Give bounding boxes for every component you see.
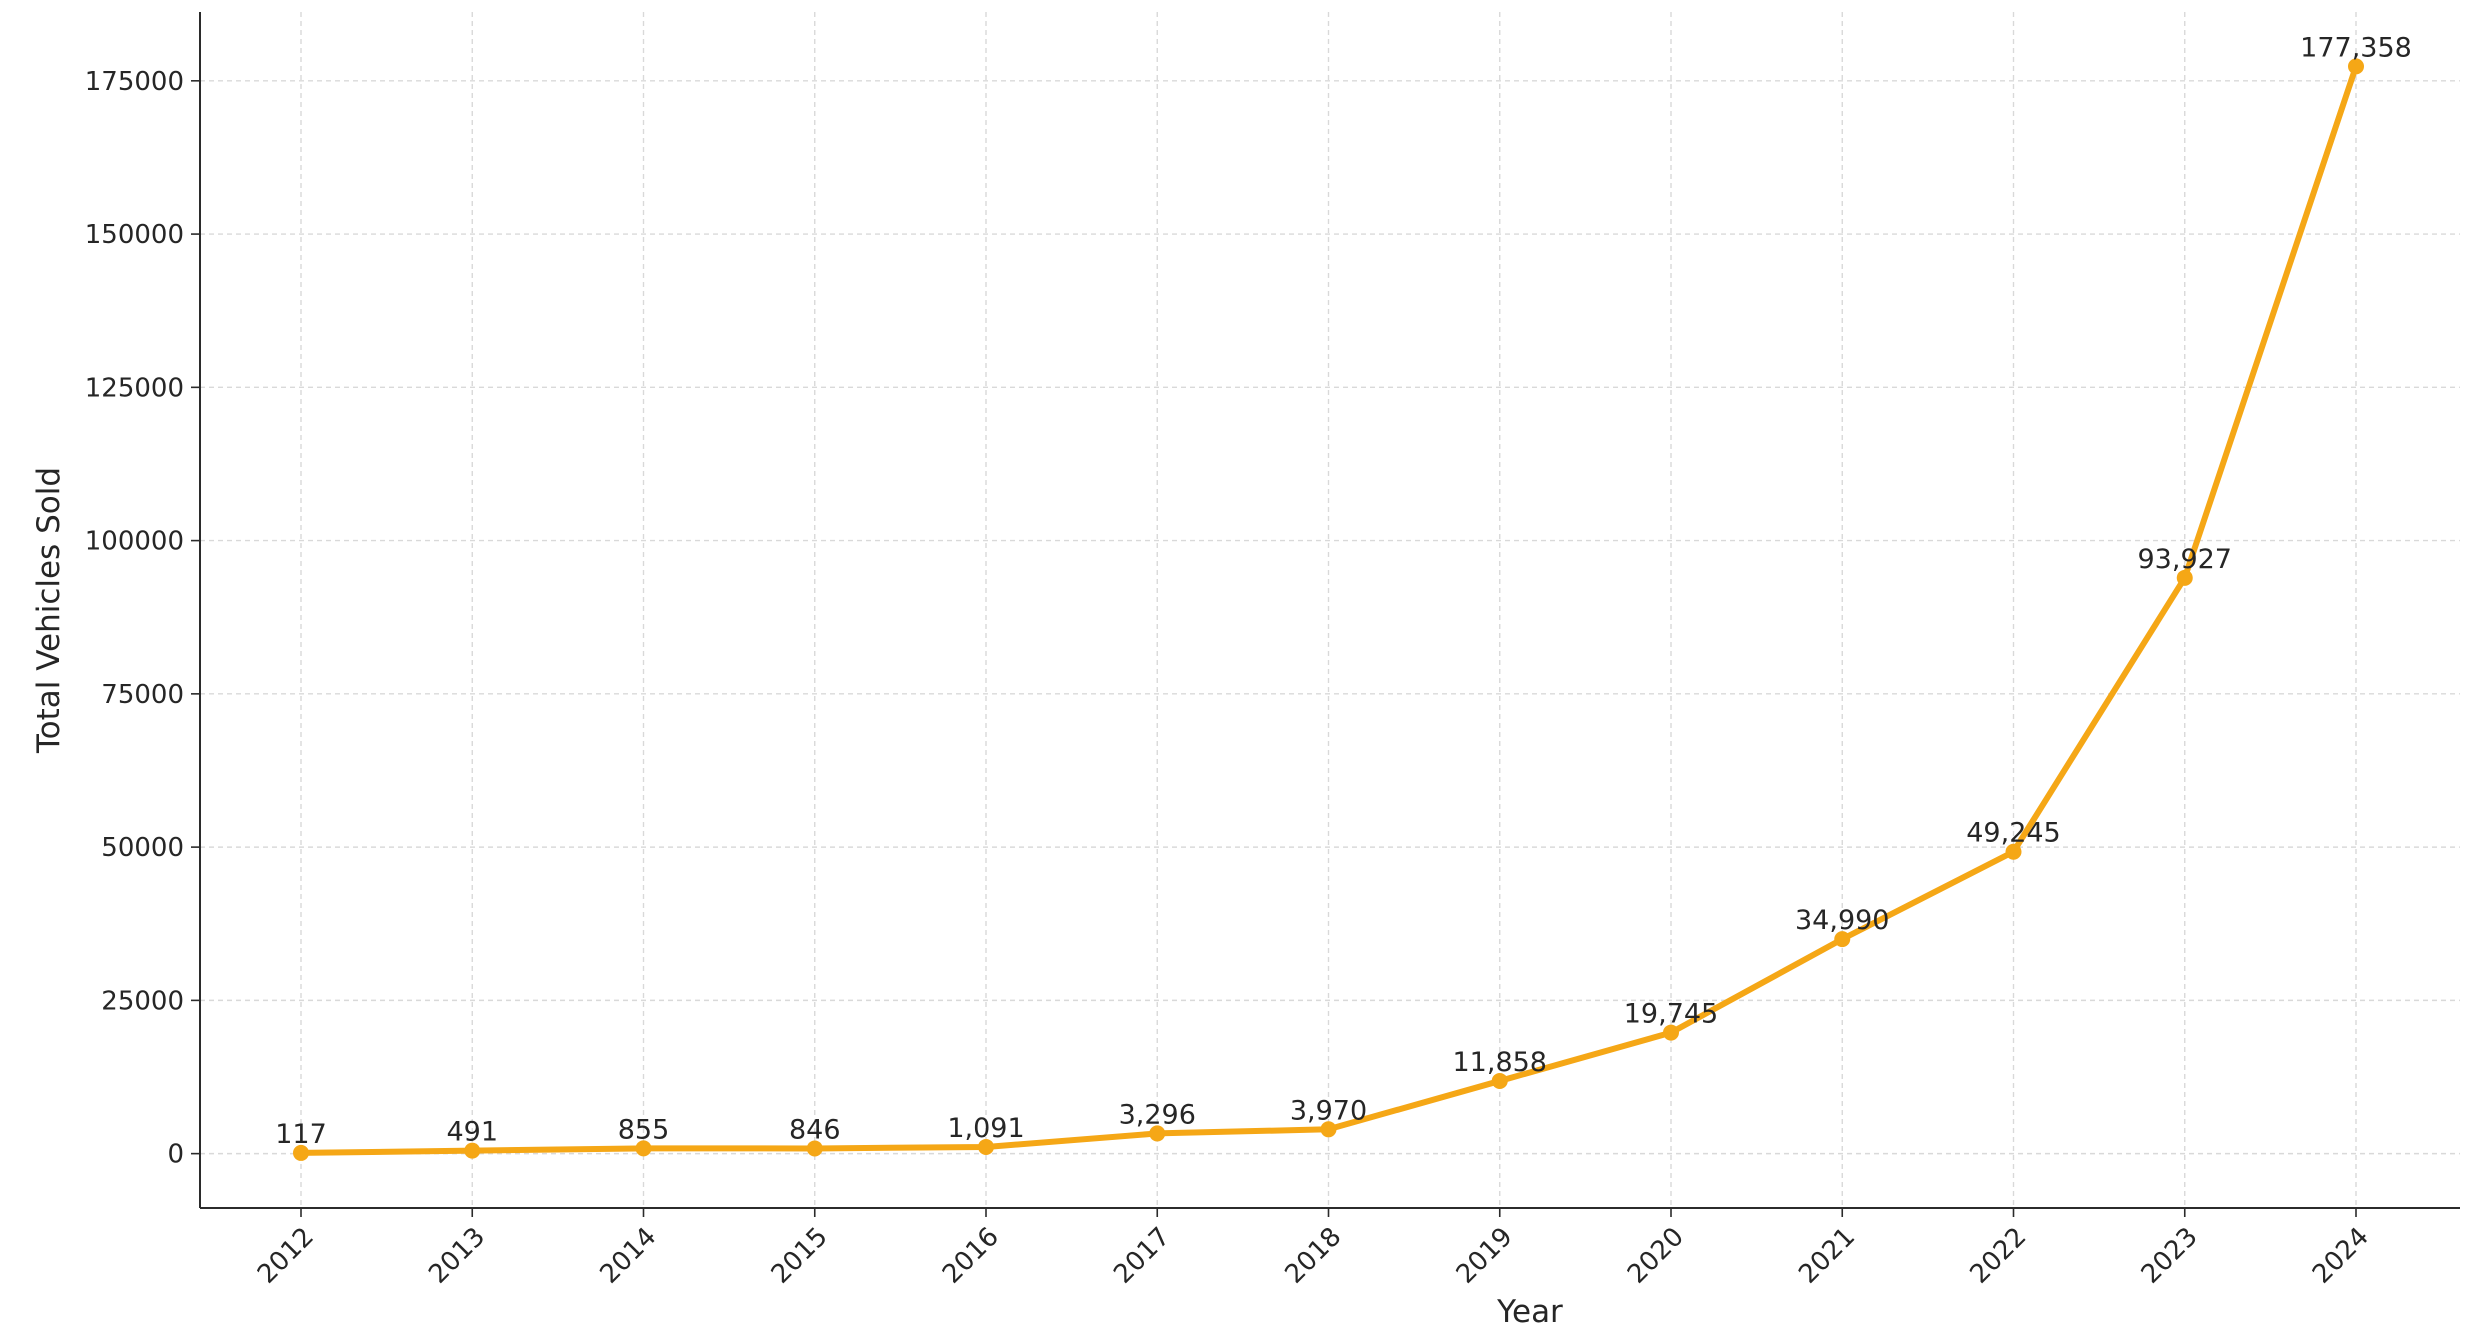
x-tick-label: 2022 bbox=[1964, 1222, 2032, 1290]
data-point bbox=[464, 1142, 481, 1159]
x-tick-label: 2012 bbox=[252, 1222, 320, 1290]
data-label: 491 bbox=[446, 1117, 498, 1148]
y-tick-label: 25000 bbox=[101, 986, 184, 1016]
grid bbox=[200, 12, 2460, 1208]
data-labels: 117 491 855 846 1,091 3,296 3,970 11,858 19,745 3… bbox=[275, 32, 2412, 1150]
data-point bbox=[1834, 931, 1851, 948]
data-label: 1,091 bbox=[947, 1113, 1024, 1144]
y-axis-title: Total Vehicles Sold bbox=[31, 467, 67, 754]
data-label: 93,927 bbox=[2138, 544, 2232, 575]
x-tick-label: 2017 bbox=[1108, 1222, 1176, 1290]
data-point bbox=[978, 1138, 994, 1155]
data-label: 3,970 bbox=[1290, 1095, 1367, 1126]
data-point bbox=[1320, 1121, 1337, 1138]
data-label: 117 bbox=[275, 1119, 327, 1150]
data-point bbox=[1149, 1125, 1166, 1142]
data-label: 177,358 bbox=[2300, 32, 2412, 63]
y-tick-label: 125000 bbox=[85, 373, 184, 403]
x-tick-label: 2015 bbox=[766, 1222, 834, 1290]
data-series bbox=[293, 58, 2364, 1161]
y-tick-label: 100000 bbox=[85, 527, 184, 557]
y-axis-ticks: 0 25000 50000 75000 100000 125000 150000 175000 bbox=[85, 67, 200, 1170]
data-point bbox=[635, 1140, 652, 1157]
data-point bbox=[1491, 1072, 1508, 1089]
data-point bbox=[1663, 1024, 1679, 1041]
data-point bbox=[2348, 58, 2364, 75]
data-label: 19,745 bbox=[1624, 999, 1718, 1030]
data-label: 11,858 bbox=[1453, 1047, 1547, 1078]
x-tick-label: 2019 bbox=[1451, 1222, 1519, 1290]
x-tick-label: 2020 bbox=[1622, 1222, 1690, 1290]
data-label: 49,245 bbox=[1966, 818, 2060, 849]
y-tick-label: 0 bbox=[167, 1140, 184, 1170]
axes bbox=[199, 12, 2460, 1209]
data-label: 846 bbox=[789, 1114, 841, 1145]
data-point bbox=[2176, 569, 2193, 586]
y-tick-label: 150000 bbox=[85, 220, 184, 250]
data-label: 3,296 bbox=[1119, 1099, 1196, 1130]
x-tick-label: 2018 bbox=[1279, 1222, 1347, 1290]
x-tick-label: 2023 bbox=[2136, 1222, 2204, 1290]
x-tick-label: 2014 bbox=[594, 1222, 662, 1290]
x-tick-label: 2013 bbox=[423, 1222, 491, 1290]
data-point bbox=[293, 1144, 309, 1161]
data-label: 34,990 bbox=[1795, 905, 1889, 936]
x-tick-label: 2016 bbox=[937, 1222, 1005, 1290]
y-tick-label: 75000 bbox=[101, 680, 184, 710]
x-tick-label: 2024 bbox=[2307, 1222, 2375, 1290]
x-tick-label: 2021 bbox=[1793, 1222, 1861, 1290]
data-point bbox=[2005, 843, 2022, 860]
y-tick-label: 175000 bbox=[85, 67, 184, 97]
x-axis-title: Year bbox=[1496, 1294, 1563, 1326]
data-label: 855 bbox=[618, 1114, 670, 1145]
x-axis-ticks: 2012 2013 2014 2015 2016 2017 2018 2019 2020 2021… bbox=[252, 1208, 2375, 1290]
data-point bbox=[806, 1140, 823, 1157]
y-tick-label: 50000 bbox=[101, 833, 184, 863]
